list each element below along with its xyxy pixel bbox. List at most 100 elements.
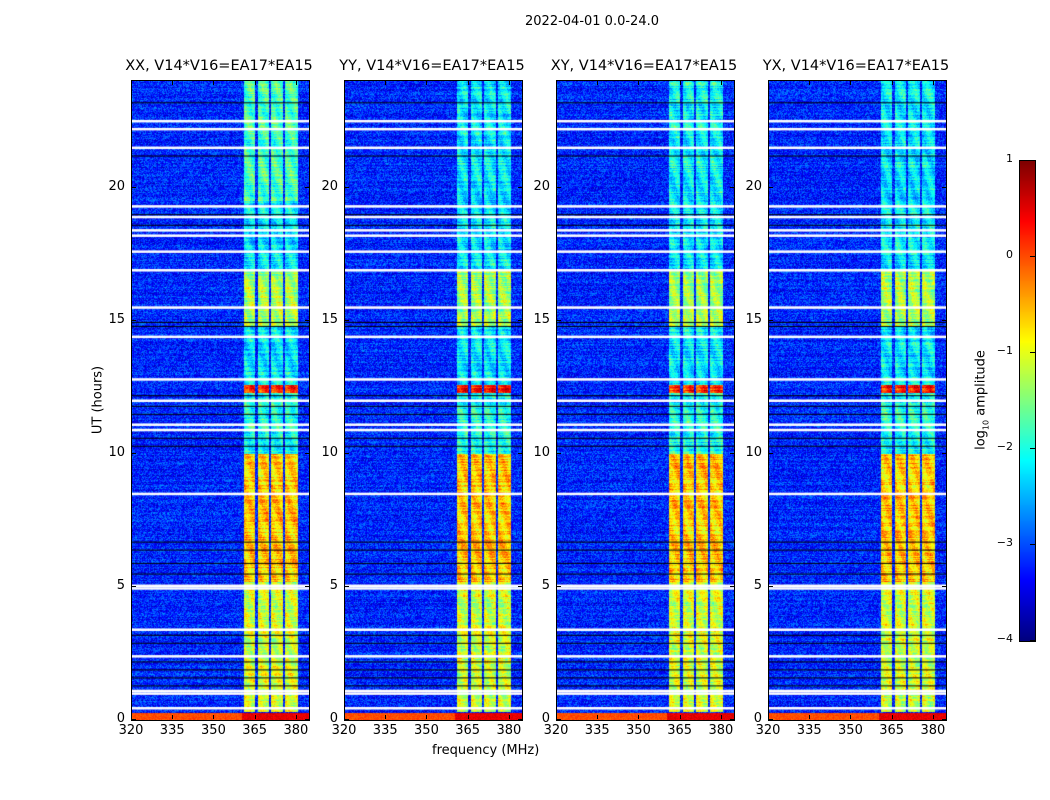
- y-tick-mark: [557, 319, 561, 321]
- y-tick-mark: [557, 452, 561, 454]
- x-tick-label: 380: [708, 723, 734, 738]
- x-tick-mark: [213, 715, 215, 719]
- y-tick-mark: [557, 585, 561, 587]
- spectrogram-panel: [131, 80, 310, 721]
- y-tick-mark: [345, 585, 349, 587]
- x-tick-mark: [344, 715, 345, 719]
- x-tick-label: 365: [455, 723, 481, 738]
- panel-title: XY, V14*V16=EA17*EA15: [550, 58, 738, 74]
- x-tick-mark: [597, 81, 599, 85]
- x-tick-mark: [295, 81, 297, 85]
- y-tick-label: 0: [753, 711, 762, 726]
- x-tick-mark: [720, 81, 722, 85]
- x-tick-mark: [679, 715, 681, 719]
- x-tick-mark: [295, 715, 297, 719]
- spectrogram-image: [557, 81, 734, 720]
- y-tick-label: 0: [541, 711, 550, 726]
- y-tick-mark: [942, 719, 946, 720]
- y-tick-mark: [730, 585, 734, 587]
- x-tick-mark: [385, 715, 387, 719]
- y-tick-label: 10: [321, 444, 338, 460]
- x-tick-label: 350: [838, 723, 863, 738]
- x-tick-label: 350: [414, 723, 439, 738]
- y-tick-mark: [557, 719, 561, 720]
- spectrogram-panel: [768, 80, 947, 721]
- y-tick-mark: [132, 719, 136, 720]
- colorbar-tick-label: 1: [1006, 152, 1013, 165]
- colorbar-label-sub: 10: [981, 419, 991, 431]
- y-tick-mark: [942, 452, 946, 454]
- x-tick-label: 365: [879, 723, 905, 738]
- y-tick-label: 20: [321, 178, 338, 194]
- colorbar-tick-label: −1: [996, 344, 1013, 357]
- y-tick-label: 20: [745, 178, 762, 194]
- colorbar: [1019, 160, 1036, 642]
- x-tick-label: 365: [667, 723, 693, 738]
- x-tick-mark: [467, 81, 469, 85]
- x-tick-label: 320: [543, 723, 569, 738]
- x-tick-label: 320: [755, 723, 781, 738]
- y-tick-label: 0: [116, 711, 125, 726]
- x-tick-mark: [932, 715, 934, 719]
- y-tick-mark: [305, 186, 309, 188]
- x-tick-mark: [467, 715, 469, 719]
- y-tick-mark: [769, 319, 773, 321]
- colorbar-tick-mark: [1030, 160, 1035, 161]
- y-tick-label: 15: [108, 311, 125, 327]
- y-tick-mark: [345, 719, 349, 720]
- y-axis-label: UT (hours): [90, 365, 106, 435]
- x-tick-mark: [768, 81, 769, 85]
- x-tick-label: 320: [118, 723, 144, 738]
- x-tick-mark: [768, 715, 769, 719]
- y-tick-label: 10: [108, 444, 125, 460]
- colorbar-tick-mark: [1030, 640, 1035, 641]
- y-tick-label: 15: [533, 311, 550, 327]
- y-tick-label: 20: [108, 178, 125, 194]
- x-tick-mark: [426, 81, 428, 85]
- x-tick-label: 320: [331, 723, 357, 738]
- y-tick-label: 15: [321, 311, 338, 327]
- y-tick-mark: [769, 452, 773, 454]
- x-tick-mark: [891, 715, 893, 719]
- x-tick-label: 335: [372, 723, 398, 738]
- x-tick-mark: [508, 715, 510, 719]
- y-tick-mark: [518, 319, 522, 321]
- x-tick-mark: [850, 81, 852, 85]
- x-tick-mark: [891, 81, 893, 85]
- spectrogram-image: [769, 81, 946, 720]
- y-tick-mark: [769, 186, 773, 188]
- colorbar-label-main: log: [973, 430, 989, 450]
- y-tick-mark: [305, 585, 309, 587]
- y-tick-label: 15: [745, 311, 762, 327]
- x-tick-mark: [850, 715, 852, 719]
- y-tick-mark: [942, 319, 946, 321]
- y-tick-label: 0: [329, 711, 338, 726]
- x-tick-mark: [385, 81, 387, 85]
- y-tick-label: 5: [116, 577, 125, 593]
- x-tick-label: 350: [626, 723, 651, 738]
- colorbar-label-rest: amplitude: [973, 350, 989, 420]
- x-tick-mark: [172, 715, 174, 719]
- x-tick-mark: [597, 715, 599, 719]
- x-tick-mark: [556, 81, 557, 85]
- panel-title: XX, V14*V16=EA17*EA15: [125, 58, 313, 74]
- colorbar-tick-label: 0: [1006, 248, 1013, 261]
- y-tick-label: 10: [533, 444, 550, 460]
- y-tick-mark: [942, 186, 946, 188]
- x-tick-mark: [131, 715, 132, 719]
- x-tick-label: 335: [159, 723, 185, 738]
- y-tick-label: 10: [745, 444, 762, 460]
- x-axis-label: frequency (MHz): [432, 743, 540, 758]
- x-tick-mark: [638, 81, 640, 85]
- x-tick-mark: [172, 81, 174, 85]
- x-tick-mark: [344, 81, 345, 85]
- x-tick-mark: [508, 81, 510, 85]
- panel-title: YY, V14*V16=EA17*EA15: [339, 58, 525, 74]
- figure-title: 2022-04-01 0.0-24.0: [525, 14, 659, 29]
- x-tick-mark: [426, 715, 428, 719]
- y-tick-mark: [518, 186, 522, 188]
- y-tick-label: 5: [541, 577, 550, 593]
- x-tick-label: 350: [201, 723, 226, 738]
- x-tick-mark: [809, 715, 811, 719]
